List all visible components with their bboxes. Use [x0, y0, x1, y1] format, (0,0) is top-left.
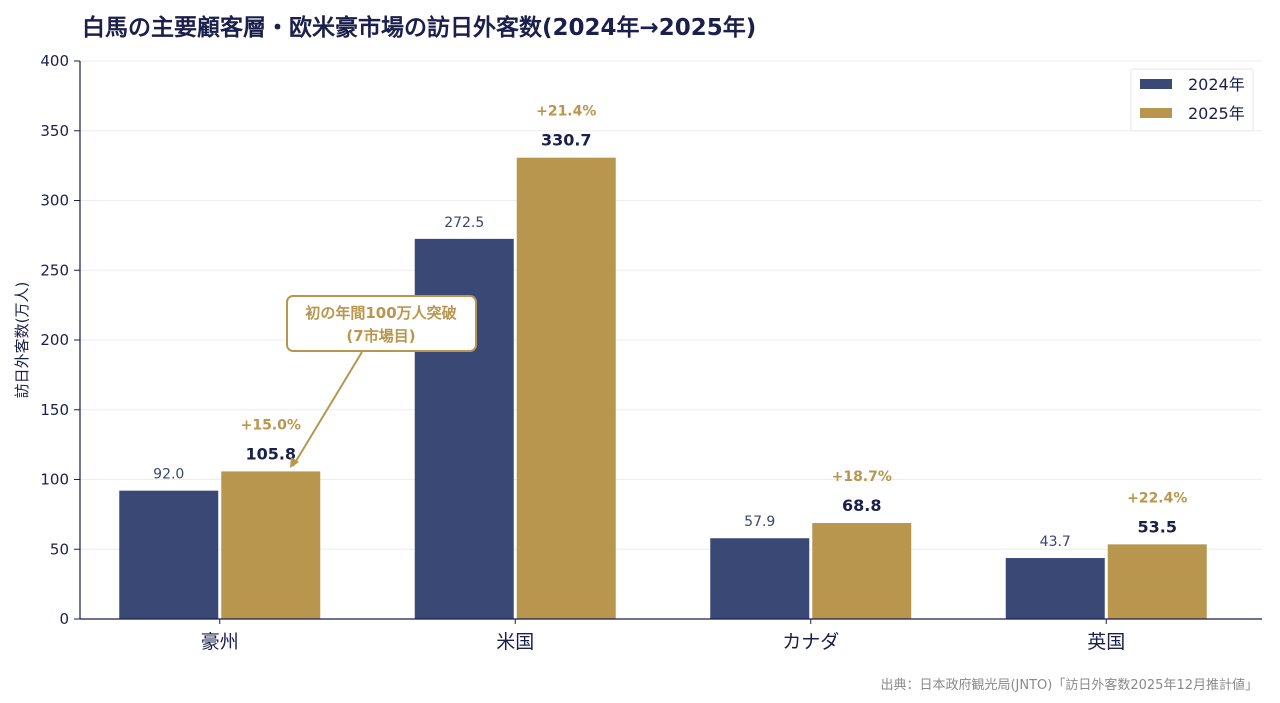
x-tick-label: 米国	[496, 631, 534, 653]
bar-2025-3	[1107, 544, 1207, 619]
growth-label: +21.4%	[536, 104, 596, 120]
y-tick-label: 300	[40, 192, 69, 210]
x-tick-label: カナダ	[782, 631, 839, 653]
x-tick-label: 英国	[1087, 631, 1125, 653]
annotation-arrow-line	[292, 351, 363, 467]
legend: 2024年 2025年	[1130, 68, 1254, 132]
bar-2024-0	[119, 490, 219, 619]
data-labels: 92.0 105.8 +15.0% 272.5 330.7 +21.4% 57.9 68.8 +…	[153, 104, 1187, 550]
growth-label: +15.0%	[241, 417, 301, 433]
legend-swatch-2024	[1140, 79, 1172, 89]
y-tick-label: 150	[40, 401, 69, 419]
y-tick-label: 100	[40, 471, 69, 489]
annotation-callout: 初の年間100万人突破 (7市場目)	[286, 295, 477, 468]
y-tick-label: 0	[59, 610, 69, 628]
y-tick-label: 400	[40, 52, 69, 70]
chart-title: 白馬の主要顧客層・欧米豪市場の訪日外客数(2024年→2025年)	[82, 15, 757, 41]
annotation-box	[286, 295, 477, 352]
growth-label: +22.4%	[1127, 490, 1187, 506]
legend-label-2025: 2025年	[1188, 104, 1245, 123]
value-label-2024: 92.0	[153, 467, 184, 483]
bar-2024-2	[710, 538, 810, 619]
y-tick-label: 350	[40, 122, 69, 140]
axes: 0 50 100 150 200 250 300 350 400 豪州 米国 カナダ 英国	[40, 52, 1262, 653]
legend-label-2024: 2024年	[1188, 75, 1245, 94]
value-label-2025: 68.8	[842, 496, 881, 515]
source-note: 出典：日本政府観光局(JNTO)「訪日外客数2025年12月推計値」	[880, 678, 1258, 693]
value-label-2024: 272.5	[444, 215, 484, 231]
growth-label: +18.7%	[832, 469, 892, 485]
value-label-2024: 57.9	[744, 514, 775, 530]
value-label-2025: 330.7	[541, 131, 592, 150]
value-label-2025: 53.5	[1138, 517, 1177, 536]
legend-swatch-2025	[1140, 108, 1172, 118]
y-tick-label: 200	[40, 331, 69, 349]
annotation-text-line1: 初の年間100万人突破	[305, 304, 456, 322]
y-tick-label: 250	[40, 261, 69, 279]
value-label-2025: 105.8	[245, 444, 296, 463]
bar-2024-3	[1005, 558, 1105, 619]
bar-2025-0	[221, 471, 321, 619]
x-tick-label: 豪州	[201, 631, 239, 653]
bars	[119, 157, 1207, 620]
bar-2025-1	[516, 157, 616, 619]
bar-2025-2	[812, 523, 912, 619]
annotation-arrow-head	[290, 457, 299, 468]
annotation-text-line2: (7市場目)	[346, 327, 415, 345]
y-tick-label: 50	[50, 540, 69, 558]
value-label-2024: 43.7	[1040, 534, 1071, 550]
y-axis-label: 訪日外客数(万人)	[13, 282, 31, 399]
